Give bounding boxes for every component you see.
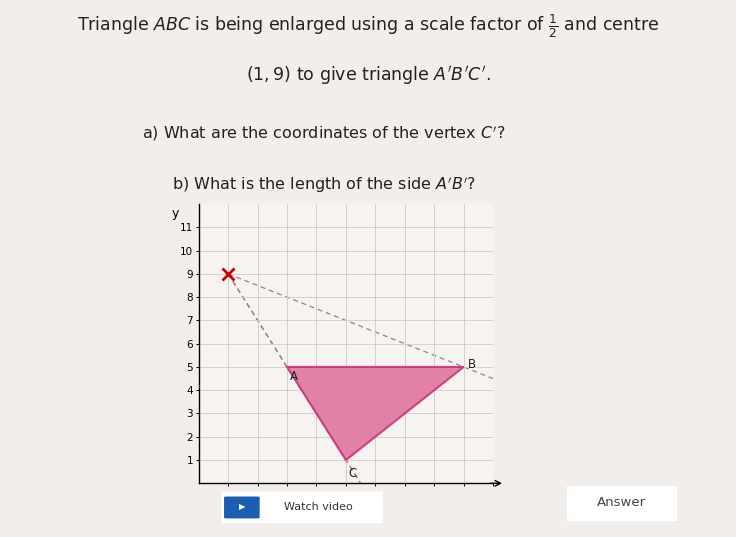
FancyBboxPatch shape	[208, 490, 396, 525]
Text: $(1, 9)$ to give triangle $A'B'C'$.: $(1, 9)$ to give triangle $A'B'C'$.	[246, 64, 490, 86]
Text: Answer: Answer	[598, 496, 646, 509]
FancyBboxPatch shape	[224, 497, 260, 518]
Text: Triangle $ABC$ is being enlarged using a scale factor of $\frac{1}{2}$ and centr: Triangle $ABC$ is being enlarged using a…	[77, 12, 659, 40]
Text: ▶: ▶	[238, 502, 245, 511]
Polygon shape	[287, 367, 464, 460]
Text: Watch video: Watch video	[283, 502, 353, 512]
Text: a) What are the coordinates of the vertex $C'$?: a) What are the coordinates of the verte…	[142, 124, 506, 143]
Text: y: y	[171, 207, 179, 220]
Text: b) What is the length of the side $A'B'$?: b) What is the length of the side $A'B'$…	[171, 175, 476, 195]
FancyBboxPatch shape	[558, 485, 686, 522]
Text: A: A	[290, 371, 298, 383]
Text: B: B	[468, 358, 476, 371]
Text: C: C	[349, 467, 357, 480]
